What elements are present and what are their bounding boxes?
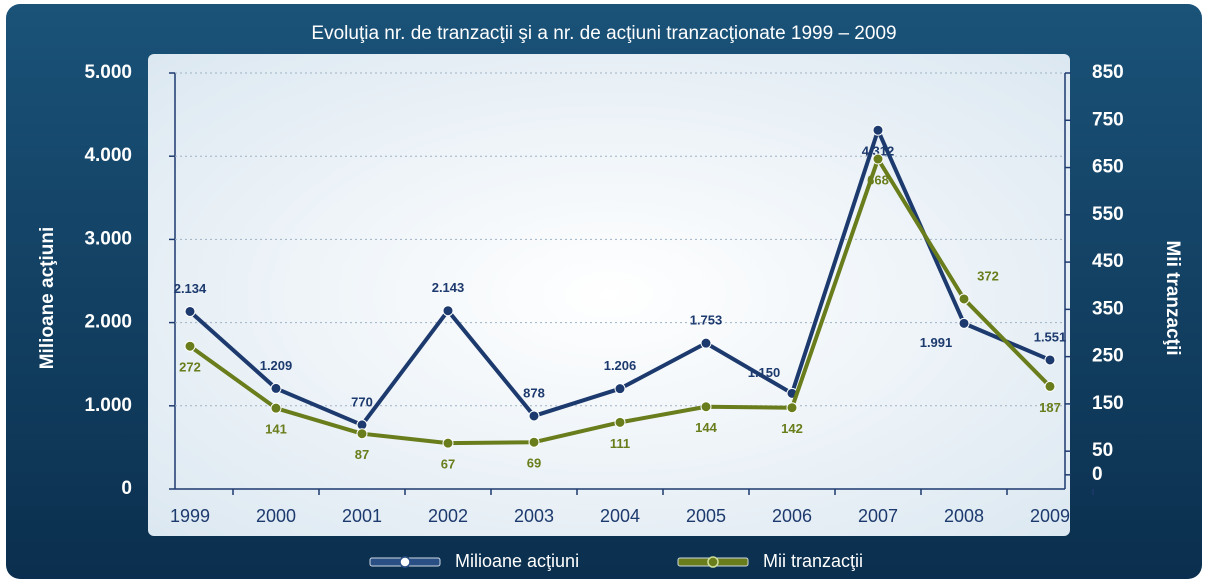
y2-tick-label: 50: [1092, 440, 1113, 461]
y-axis-label: Milioane acţiuni: [37, 227, 58, 370]
point: [786, 402, 798, 414]
data-label: 1.551: [1034, 329, 1067, 344]
y2-tick-label: 450: [1092, 251, 1124, 272]
data-label: 67: [441, 457, 455, 472]
point: [184, 340, 196, 352]
data-label: 770: [351, 394, 373, 409]
x-tick-label: 2008: [944, 506, 984, 526]
data-label: 1.209: [260, 358, 293, 373]
data-label: 1.753: [690, 313, 723, 328]
data-label: 142: [781, 421, 803, 436]
y2-axis-label: Mii tranzacţii: [1162, 240, 1183, 355]
data-label: 372: [977, 268, 999, 283]
point: [700, 401, 712, 413]
y2-tick-label: 150: [1092, 393, 1124, 414]
point: [528, 410, 540, 422]
point: [442, 305, 454, 317]
point: [614, 416, 626, 428]
point: [442, 437, 454, 449]
data-label: 111: [610, 436, 630, 451]
x-tick-label: 2006: [772, 506, 812, 526]
legend-label: Mii tranzacţii: [763, 551, 863, 571]
data-label: 1.991: [920, 335, 953, 350]
legend-marker: [707, 556, 719, 568]
data-label: 2.143: [432, 280, 465, 295]
y2-tick-label: 550: [1092, 204, 1124, 225]
data-label: 668: [867, 172, 889, 187]
x-tick-label: 2009: [1030, 506, 1070, 526]
x-tick-label: 2001: [342, 506, 382, 526]
point: [1044, 380, 1056, 392]
legend-label: Milioane acţiuni: [455, 551, 579, 571]
x-tick-label: 2000: [256, 506, 296, 526]
data-label: 87: [355, 447, 369, 462]
point: [614, 383, 626, 395]
data-label: 187: [1039, 400, 1061, 415]
x-tick-label: 2004: [600, 506, 640, 526]
point: [270, 402, 282, 414]
data-label: 141: [265, 422, 287, 437]
data-label: 272: [179, 360, 201, 375]
plot-area: [148, 54, 1070, 536]
data-label: 878: [523, 385, 545, 400]
y2-tick-label: 350: [1092, 298, 1124, 319]
point: [872, 124, 884, 136]
x-tick-label: 2005: [686, 506, 726, 526]
x-tick-label: 2003: [514, 506, 554, 526]
x-tick-label: 2002: [428, 506, 468, 526]
y-tick-label: 1.000: [84, 395, 132, 416]
point: [184, 305, 196, 317]
data-label: 1.206: [604, 358, 637, 373]
point: [700, 337, 712, 349]
data-label: 1.150: [748, 365, 781, 380]
y-tick-label: 2.000: [84, 312, 132, 333]
point: [1044, 354, 1056, 366]
point: [270, 382, 282, 394]
y-tick-label: 5.000: [84, 62, 132, 83]
legend-marker: [399, 556, 411, 568]
x-tick-label: 1999: [170, 506, 210, 526]
y2-tick-label: 750: [1092, 109, 1124, 130]
y2-tick-label: 250: [1092, 346, 1124, 367]
point: [872, 153, 884, 165]
chart-title: Evoluţia nr. de tranzacţii şi a nr. de a…: [311, 23, 896, 44]
y-tick-label: 0: [121, 478, 132, 499]
point: [958, 317, 970, 329]
y2-tick-label: 650: [1092, 157, 1124, 178]
x-tick-label: 2007: [858, 506, 898, 526]
y-tick-label: 4.000: [84, 145, 132, 166]
y2-tick-label: 850: [1092, 62, 1124, 83]
point: [356, 428, 368, 440]
y-tick-label: 3.000: [84, 228, 132, 249]
data-label: 4.312: [862, 144, 895, 159]
data-label: 144: [695, 420, 717, 435]
point: [528, 436, 540, 448]
point: [958, 293, 970, 305]
y2-tick-label: 0: [1092, 464, 1103, 485]
data-label: 69: [527, 456, 541, 471]
data-label: 2.134: [174, 281, 207, 296]
